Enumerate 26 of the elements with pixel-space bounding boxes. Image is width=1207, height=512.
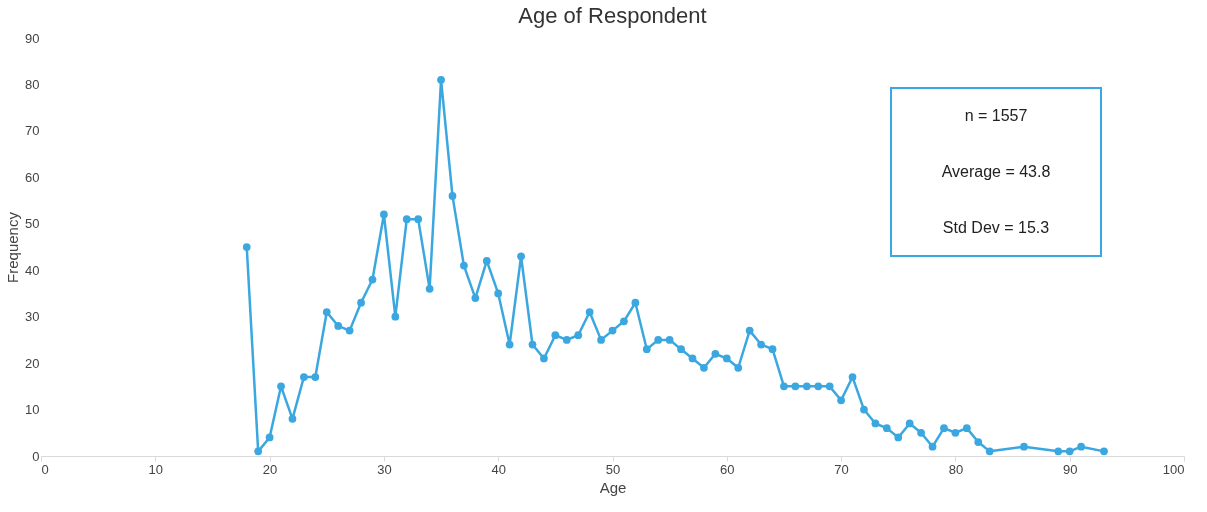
x-tick-label: 40 bbox=[491, 461, 506, 477]
x-tick-label: 70 bbox=[834, 461, 849, 477]
y-axis-title: Frequency bbox=[4, 211, 22, 283]
x-tick-label: 90 bbox=[1062, 461, 1078, 477]
y-tick-label: 70 bbox=[25, 123, 40, 139]
x-tick-label: 80 bbox=[948, 461, 964, 477]
x-tick-label: 20 bbox=[262, 461, 278, 477]
annotation: n = 1557 bbox=[964, 107, 1028, 124]
annotation: Std Dev = 15.3 bbox=[942, 219, 1050, 236]
y-tick-label: 90 bbox=[25, 30, 40, 46]
y-tick-label: 20 bbox=[25, 355, 40, 371]
x-tick-label: 60 bbox=[720, 461, 735, 477]
x-tick-label: 100 bbox=[1162, 461, 1185, 477]
chart-title: Age of Respondent bbox=[518, 3, 707, 28]
annotation: Average = 43.8 bbox=[941, 163, 1051, 180]
y-tick-label: 80 bbox=[25, 76, 40, 92]
x-axis-title: Age bbox=[599, 478, 627, 496]
y-tick-label: 50 bbox=[25, 216, 40, 232]
x-tick-label: 10 bbox=[148, 461, 164, 477]
y-tick-label: 0 bbox=[32, 448, 40, 464]
y-tick-label: 40 bbox=[25, 262, 40, 278]
y-tick-label: 10 bbox=[25, 402, 40, 418]
y-tick-label: 60 bbox=[25, 169, 40, 185]
y-tick-label: 30 bbox=[25, 309, 40, 325]
x-tick-label: 50 bbox=[605, 461, 621, 477]
x-tick-label: 30 bbox=[377, 461, 392, 477]
